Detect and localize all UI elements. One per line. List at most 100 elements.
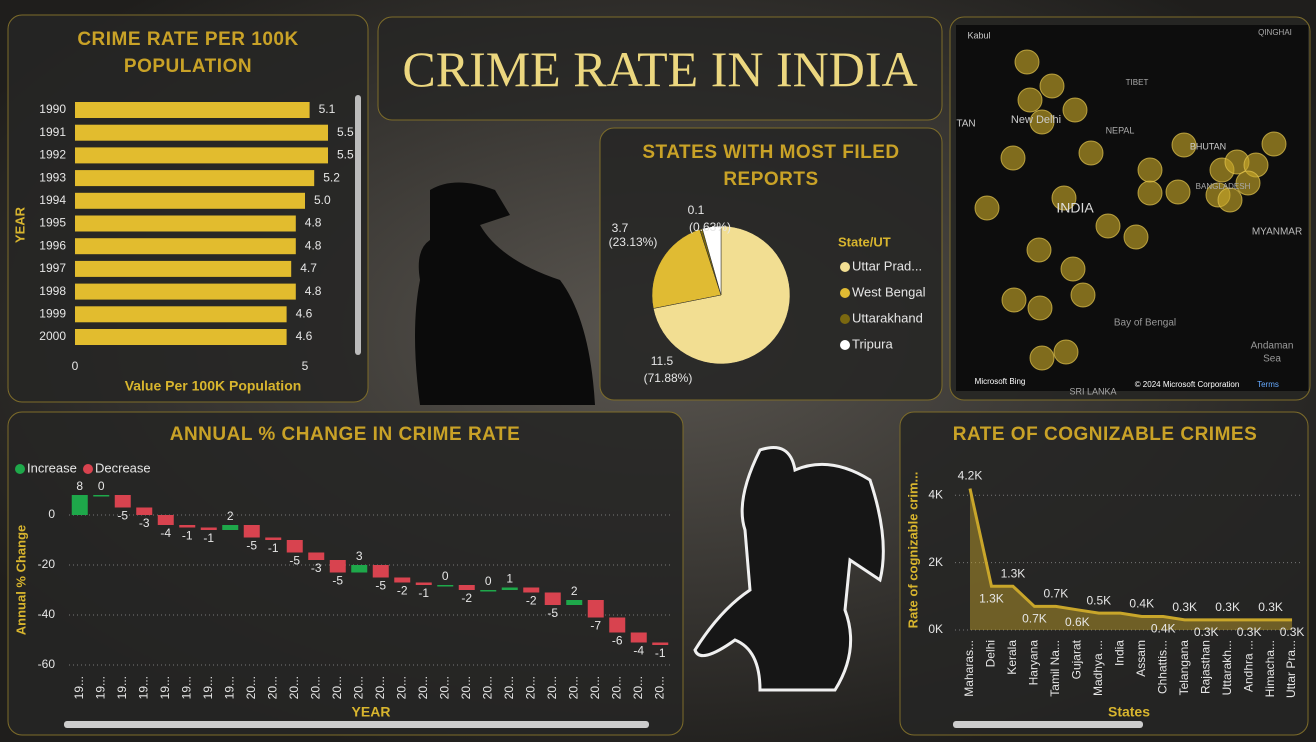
data-label: 5.5 — [337, 148, 354, 162]
legend-title: State/UT — [838, 234, 891, 249]
map-label: Terms — [1257, 380, 1279, 389]
bar — [286, 540, 303, 553]
map-marker — [1051, 185, 1077, 211]
y-tick-label: 4K — [928, 487, 943, 501]
x-tick-label: 0 — [72, 359, 79, 373]
x-tick-label: Assam — [1134, 640, 1148, 677]
data-label: 0.7K — [1022, 612, 1047, 626]
x-tick-label: Andhra ... — [1241, 640, 1255, 692]
panel — [7, 411, 684, 736]
y-tick-label: 1998 — [39, 284, 66, 298]
x-tick-label: 19... — [136, 676, 150, 699]
data-label: -1 — [655, 646, 666, 660]
bar — [200, 527, 217, 530]
x-tick-label: 19... — [179, 676, 193, 699]
map-marker — [1029, 345, 1055, 371]
bar — [75, 124, 328, 141]
map-marker — [1001, 287, 1027, 313]
legend-swatch — [840, 262, 850, 272]
data-label: 0.1 — [688, 203, 705, 217]
data-label: -5 — [547, 606, 558, 620]
map-label: BANGLADESH — [1196, 182, 1251, 191]
bar — [544, 592, 561, 605]
data-label: 0.4K — [1151, 622, 1176, 636]
y-axis-label: Rate of cognizable crim... — [905, 472, 920, 629]
bar — [458, 585, 475, 590]
x-tick-label: 20... — [394, 676, 408, 699]
data-label: 2 — [571, 584, 578, 598]
data-label: 4.8 — [305, 284, 322, 298]
map-marker — [1053, 339, 1079, 365]
map-label: Bay of Bengal — [1114, 318, 1176, 329]
chart-title: CRIME RATE PER 100K POPULATION — [77, 29, 299, 77]
x-tick-label: Gujarat — [1070, 639, 1084, 679]
x-tick-label: 20... — [308, 676, 322, 699]
scrollbar[interactable] — [953, 721, 1143, 728]
scrollbar[interactable] — [64, 721, 649, 728]
bar — [437, 585, 454, 587]
map-label: BHUTAN — [1190, 141, 1226, 151]
data-label: -5 — [332, 574, 343, 588]
map-label: © 2024 Microsoft Corporation — [1135, 380, 1240, 389]
map-marker — [1026, 237, 1052, 263]
x-axis-label: Value Per 100K Population — [125, 378, 302, 394]
data-label: 5.1 — [319, 102, 336, 116]
bar — [480, 590, 497, 592]
legend-label: Decrease — [95, 460, 151, 475]
map-label: Kabul — [967, 30, 990, 40]
data-label: 0.4K — [1129, 597, 1154, 611]
panel — [899, 411, 1309, 736]
data-label: -7 — [590, 619, 601, 633]
y-tick-label: 2K — [928, 555, 943, 569]
bar — [222, 525, 239, 530]
legend-label: Uttarakhand — [852, 310, 923, 325]
pie-slice — [651, 229, 722, 309]
bar — [523, 587, 540, 593]
data-label: -5 — [246, 539, 257, 553]
map-label: Andaman — [1251, 341, 1294, 352]
data-label: -6 — [612, 634, 623, 648]
legend-label: Uttar Prad... — [852, 258, 922, 273]
map-marker — [1123, 224, 1149, 250]
map-marker — [1062, 97, 1088, 123]
data-label: 4.7 — [300, 261, 317, 275]
y-tick-label: 1992 — [39, 148, 66, 162]
detective-silhouette — [415, 182, 595, 405]
bar — [351, 565, 368, 573]
bar — [75, 238, 296, 255]
bar — [75, 283, 296, 300]
map-label: Microsoft Bing — [975, 377, 1026, 386]
data-label: 1.3K — [1001, 566, 1026, 580]
data-label: 0.3K — [1215, 600, 1240, 614]
bar — [243, 525, 260, 538]
bar — [75, 192, 305, 209]
body-outline — [693, 446, 885, 692]
x-tick-label: Uttarakh... — [1220, 640, 1234, 695]
legend-swatch — [15, 464, 25, 474]
map-label: New Delhi — [1011, 114, 1061, 126]
bar — [75, 147, 328, 164]
bar — [71, 495, 88, 515]
data-label: 5.0 — [314, 193, 331, 207]
data-label: 0 — [485, 574, 492, 588]
data-label: -1 — [418, 586, 429, 600]
bar — [75, 170, 315, 187]
data-label: -5 — [117, 509, 128, 523]
scrollbar[interactable] — [355, 95, 361, 355]
x-tick-label: 20... — [244, 676, 258, 699]
map-marker — [1137, 180, 1163, 206]
x-tick-label: Rajasthan — [1198, 640, 1212, 694]
x-tick-label: 20... — [588, 676, 602, 699]
map — [956, 25, 1308, 391]
chart-title: RATE OF COGNIZABLE CRIMES — [952, 424, 1258, 445]
data-label: 4.8 — [305, 238, 322, 252]
map-marker — [1165, 179, 1191, 205]
bar — [179, 525, 196, 528]
x-tick-label: Himacha... — [1263, 640, 1277, 697]
data-label: 1 — [506, 572, 513, 586]
page-title: CRIME RATE IN INDIA — [402, 40, 918, 97]
pie-slice — [701, 225, 722, 296]
data-label: 0.3K — [1258, 600, 1283, 614]
x-tick-label: 20... — [287, 676, 301, 699]
map-marker — [1095, 213, 1121, 239]
